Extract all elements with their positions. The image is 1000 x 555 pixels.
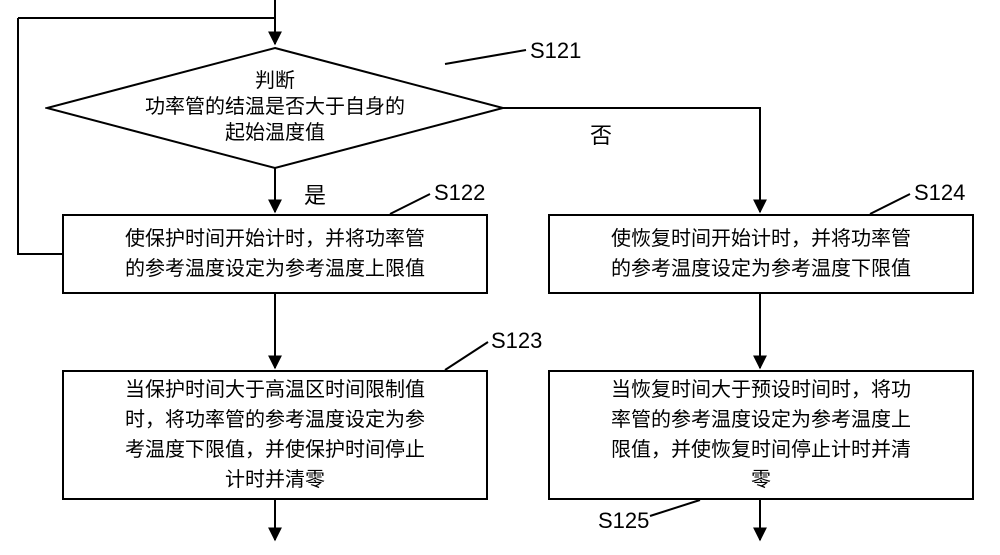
- label-s124: S124: [914, 180, 965, 206]
- box-s123-line3: 考温度下限值，并使保护时间停止: [125, 435, 425, 465]
- box-s122-line1: 使保护时间开始计时，并将功率管: [125, 224, 425, 254]
- box-s125-line1: 当恢复时间大于预设时间时，将功: [611, 375, 911, 405]
- decision-text: 判断 功率管的结温是否大于自身的 起始温度值: [45, 68, 505, 146]
- decision-node: 判断 功率管的结温是否大于自身的 起始温度值: [45, 46, 505, 170]
- box-s124-line1: 使恢复时间开始计时，并将功率管: [611, 224, 911, 254]
- box-s125: 当恢复时间大于预设时间时，将功 率管的参考温度设定为参考温度上 限值，并使恢复时…: [548, 370, 974, 500]
- yes-text: 是: [304, 178, 326, 210]
- label-s125: S125: [598, 508, 649, 534]
- box-s122: 使保护时间开始计时，并将功率管 的参考温度设定为参考温度上限值: [62, 214, 488, 294]
- decision-text-line3: 起始温度值: [45, 120, 505, 146]
- no-text: 否: [590, 118, 612, 150]
- box-s123: 当保护时间大于高温区时间限制值 时，将功率管的参考温度设定为参 考温度下限值，并…: [62, 370, 488, 500]
- box-s125-line3: 限值，并使恢复时间停止计时并清: [611, 435, 911, 465]
- decision-text-line2: 功率管的结温是否大于自身的: [45, 94, 505, 120]
- box-s124-line2: 的参考温度设定为参考温度下限值: [611, 254, 911, 284]
- label-s122: S122: [434, 180, 485, 206]
- label-s121: S121: [530, 38, 581, 64]
- box-s123-line4: 计时并清零: [125, 465, 425, 495]
- box-s125-line4: 零: [611, 465, 911, 495]
- box-s123-line1: 当保护时间大于高温区时间限制值: [125, 375, 425, 405]
- label-s123: S123: [491, 328, 542, 354]
- box-s122-line2: 的参考温度设定为参考温度上限值: [125, 254, 425, 284]
- box-s124: 使恢复时间开始计时，并将功率管 的参考温度设定为参考温度下限值: [548, 214, 974, 294]
- box-s123-line2: 时，将功率管的参考温度设定为参: [125, 405, 425, 435]
- box-s125-line2: 率管的参考温度设定为参考温度上: [611, 405, 911, 435]
- decision-text-line1: 判断: [45, 68, 505, 94]
